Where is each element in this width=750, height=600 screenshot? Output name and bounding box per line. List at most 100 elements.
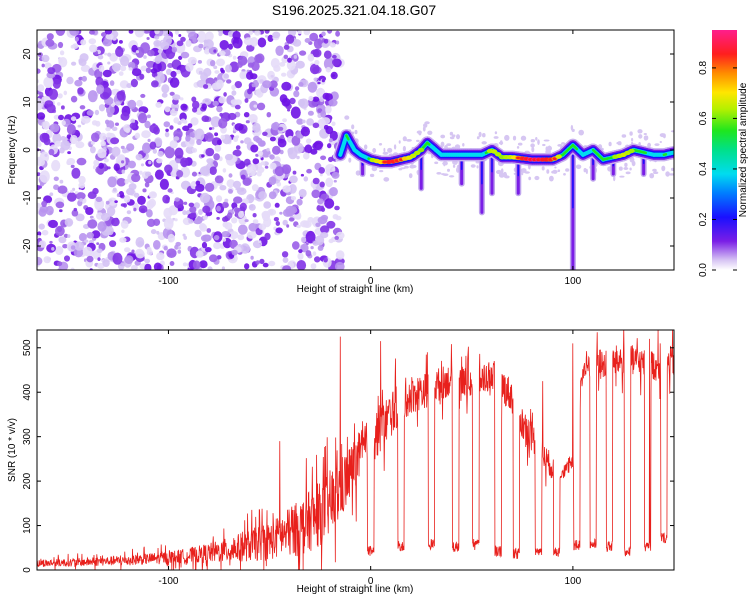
noise-speckle <box>223 73 229 79</box>
noise-speckle <box>327 143 332 149</box>
signal-halo-dot <box>440 134 446 139</box>
noise-speckle <box>131 249 135 253</box>
noise-speckle <box>75 191 79 194</box>
noise-speckle <box>313 77 318 82</box>
noise-speckle <box>228 43 233 50</box>
noise-speckle-layer <box>37 30 345 270</box>
noise-speckle <box>288 184 297 194</box>
signal-halo-dot <box>351 124 355 130</box>
noise-speckle <box>38 240 47 248</box>
noise-speckle <box>70 95 78 103</box>
noise-speckle <box>70 44 75 49</box>
noise-speckle <box>234 123 244 131</box>
noise-speckle <box>173 117 180 124</box>
signal-halo-dot <box>530 139 535 143</box>
noise-speckle <box>326 220 336 229</box>
signal-halo-dot <box>578 129 584 136</box>
noise-speckle <box>116 177 126 187</box>
signal-halo-dot <box>404 165 409 169</box>
signal-halo-dot <box>493 136 499 139</box>
noise-speckle <box>275 221 280 226</box>
noise-speckle <box>39 132 50 143</box>
noise-speckle <box>154 30 160 35</box>
spectrogram-x-label: Height of straight line (km) <box>297 284 414 295</box>
noise-speckle <box>239 71 246 80</box>
noise-speckle <box>169 125 174 130</box>
noise-speckle <box>116 193 120 198</box>
noise-speckle <box>169 140 178 149</box>
noise-speckle <box>89 44 98 53</box>
noise-speckle <box>269 136 276 142</box>
noise-speckle <box>39 91 44 97</box>
signal-halo-dot <box>482 133 486 138</box>
spectrogram-y-tick-label: -20 <box>22 238 33 253</box>
noise-speckle <box>73 207 78 212</box>
noise-speckle <box>44 62 52 69</box>
noise-speckle <box>105 200 110 205</box>
noise-speckle <box>93 63 97 68</box>
noise-speckle <box>92 165 97 170</box>
noise-speckle <box>172 94 181 101</box>
noise-speckle <box>222 221 229 228</box>
noise-speckle <box>91 132 100 143</box>
ridge-peak <box>494 152 502 157</box>
noise-speckle <box>307 81 318 93</box>
noise-speckle <box>231 249 238 256</box>
noise-speckle <box>133 192 140 198</box>
signal-halo-dot <box>623 167 629 170</box>
signal-halo-dot <box>408 173 413 179</box>
noise-speckle <box>164 131 170 138</box>
spectrogram-x-tick-label: -100 <box>158 276 178 287</box>
noise-speckle <box>169 77 180 88</box>
noise-speckle <box>272 121 280 131</box>
noise-speckle <box>332 167 336 172</box>
noise-speckle <box>103 158 109 163</box>
noise-speckle <box>78 58 84 64</box>
noise-speckle <box>146 249 153 256</box>
noise-speckle <box>331 74 335 77</box>
noise-speckle <box>183 201 188 205</box>
noise-speckle <box>156 158 163 164</box>
noise-speckle <box>300 236 307 243</box>
signal-halo-dot <box>504 134 510 141</box>
noise-speckle <box>298 188 307 198</box>
noise-speckle <box>287 108 291 112</box>
noise-speckle <box>324 198 335 209</box>
noise-speckle <box>298 82 304 87</box>
noise-speckle <box>202 205 211 214</box>
noise-speckle <box>267 208 277 216</box>
noise-speckle <box>182 262 188 267</box>
noise-speckle <box>269 162 277 170</box>
noise-speckle <box>121 229 125 233</box>
noise-speckle <box>155 72 165 84</box>
noise-speckle <box>222 238 227 242</box>
noise-speckle <box>216 58 225 67</box>
noise-speckle <box>140 65 148 72</box>
noise-speckle <box>329 130 338 141</box>
noise-speckle <box>130 78 138 88</box>
noise-speckle <box>320 225 330 234</box>
noise-speckle <box>71 167 81 179</box>
noise-speckle <box>97 54 104 60</box>
noise-speckle <box>142 188 147 193</box>
spectrogram-x-tick-label: 0 <box>368 276 374 287</box>
signal-halo-dot <box>440 141 445 147</box>
noise-speckle <box>248 195 255 200</box>
noise-speckle <box>255 53 265 64</box>
noise-speckle <box>97 148 107 159</box>
noise-speckle <box>154 56 161 64</box>
noise-speckle <box>98 162 104 169</box>
noise-speckle <box>169 261 175 266</box>
noise-speckle <box>192 260 201 270</box>
noise-speckle <box>131 173 141 183</box>
colorbar-label: Normalized spectral amplitude <box>738 82 749 217</box>
noise-speckle <box>76 157 87 166</box>
noise-speckle <box>140 163 145 167</box>
noise-speckle <box>47 202 51 206</box>
colorbar-tick-label: 0.6 <box>698 111 709 125</box>
snr-frame <box>36 329 675 571</box>
noise-speckle <box>196 216 201 221</box>
noise-speckle <box>203 39 214 49</box>
noise-speckle <box>51 159 61 172</box>
noise-speckle <box>93 159 100 166</box>
